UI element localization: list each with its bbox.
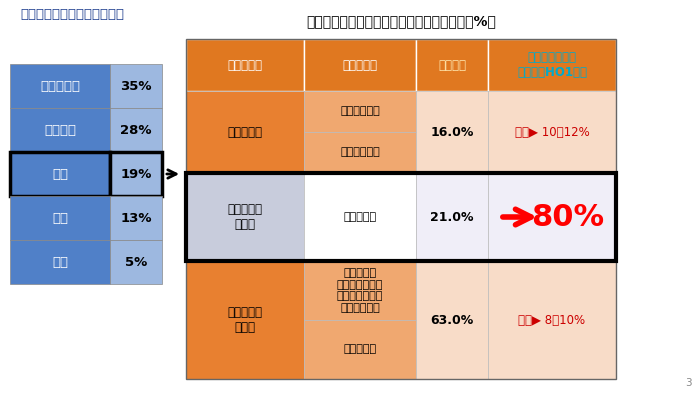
Text: 飽和脂肪酸: 飽和脂肪酸 bbox=[228, 126, 262, 139]
Bar bbox=[110, 152, 162, 196]
Text: 80%: 80% bbox=[531, 203, 605, 232]
Bar bbox=[416, 91, 488, 173]
Bar bbox=[416, 173, 488, 261]
Text: ･･▶ 10～12%: ･･▶ 10～12% bbox=[514, 126, 589, 139]
Text: 21.0%: 21.0% bbox=[430, 210, 474, 223]
Bar bbox=[304, 132, 416, 173]
Bar bbox=[304, 320, 416, 379]
Bar bbox=[110, 240, 162, 284]
Text: 63.0%: 63.0% bbox=[430, 314, 474, 327]
Text: リノレン酸: リノレン酸 bbox=[344, 344, 377, 355]
Text: 19%: 19% bbox=[120, 167, 152, 180]
Bar bbox=[186, 39, 304, 91]
Text: ･･▶ 8～10%: ･･▶ 8～10% bbox=[519, 314, 586, 327]
Bar bbox=[10, 240, 110, 284]
Bar bbox=[186, 173, 616, 261]
Bar bbox=[110, 196, 162, 240]
Bar bbox=[304, 91, 416, 132]
Text: 灰分: 灰分 bbox=[52, 255, 68, 268]
Bar bbox=[186, 173, 304, 261]
Text: 35%: 35% bbox=[120, 80, 152, 93]
Text: 水分: 水分 bbox=[52, 212, 68, 225]
Text: 多価不飽和
脂肪酸: 多価不飽和 脂肪酸 bbox=[228, 306, 262, 334]
Text: 3: 3 bbox=[685, 378, 692, 388]
Bar bbox=[10, 64, 110, 108]
Text: ステアリン酸: ステアリン酸 bbox=[340, 147, 380, 158]
Text: リノール酸
（製造工程で変
化しトランス脂
肪酸になる）: リノール酸 （製造工程で変 化しトランス脂 肪酸になる） bbox=[337, 268, 383, 313]
Text: パルミチン酸: パルミチン酸 bbox=[340, 106, 380, 117]
Text: 16.0%: 16.0% bbox=[430, 126, 474, 139]
Text: 5%: 5% bbox=[125, 255, 147, 268]
Text: 一価不飽和
脂肪酸: 一価不飽和 脂肪酸 bbox=[228, 203, 262, 231]
Bar bbox=[488, 173, 616, 261]
Bar bbox=[488, 39, 616, 91]
Bar bbox=[186, 91, 304, 173]
Bar bbox=[304, 39, 416, 91]
Bar bbox=[416, 261, 488, 379]
Bar bbox=[10, 152, 110, 196]
Text: 高オレイン酸大
豆（佐大HO1号）: 高オレイン酸大 豆（佐大HO1号） bbox=[517, 51, 587, 79]
Text: 主な脂肪酸: 主な脂肪酸 bbox=[342, 58, 377, 71]
Text: たんぱく質: たんぱく質 bbox=[40, 80, 80, 93]
Bar bbox=[110, 64, 162, 108]
Bar bbox=[186, 39, 616, 379]
Text: 脂肪酸組成: 脂肪酸組成 bbox=[228, 58, 262, 71]
Text: 炭水化物: 炭水化物 bbox=[44, 123, 76, 136]
Bar bbox=[416, 39, 488, 91]
Text: 脂質: 脂質 bbox=[52, 167, 68, 180]
Bar bbox=[488, 91, 616, 173]
Bar bbox=[10, 196, 110, 240]
Text: 一般大豆: 一般大豆 bbox=[438, 58, 466, 71]
Bar bbox=[186, 261, 304, 379]
Bar bbox=[488, 261, 616, 379]
Text: 【大豆の成分と脂肪酸組成】: 【大豆の成分と脂肪酸組成】 bbox=[20, 7, 124, 20]
Bar bbox=[304, 173, 416, 261]
Bar bbox=[10, 108, 110, 152]
Bar bbox=[110, 108, 162, 152]
Text: 大豆の脂肪質に含まれる主な脂肪酸（含有率%）: 大豆の脂肪質に含まれる主な脂肪酸（含有率%） bbox=[306, 14, 496, 28]
Text: 13%: 13% bbox=[120, 212, 152, 225]
Bar bbox=[304, 261, 416, 320]
Text: 28%: 28% bbox=[120, 123, 152, 136]
Text: オレイン酸: オレイン酸 bbox=[344, 212, 377, 222]
